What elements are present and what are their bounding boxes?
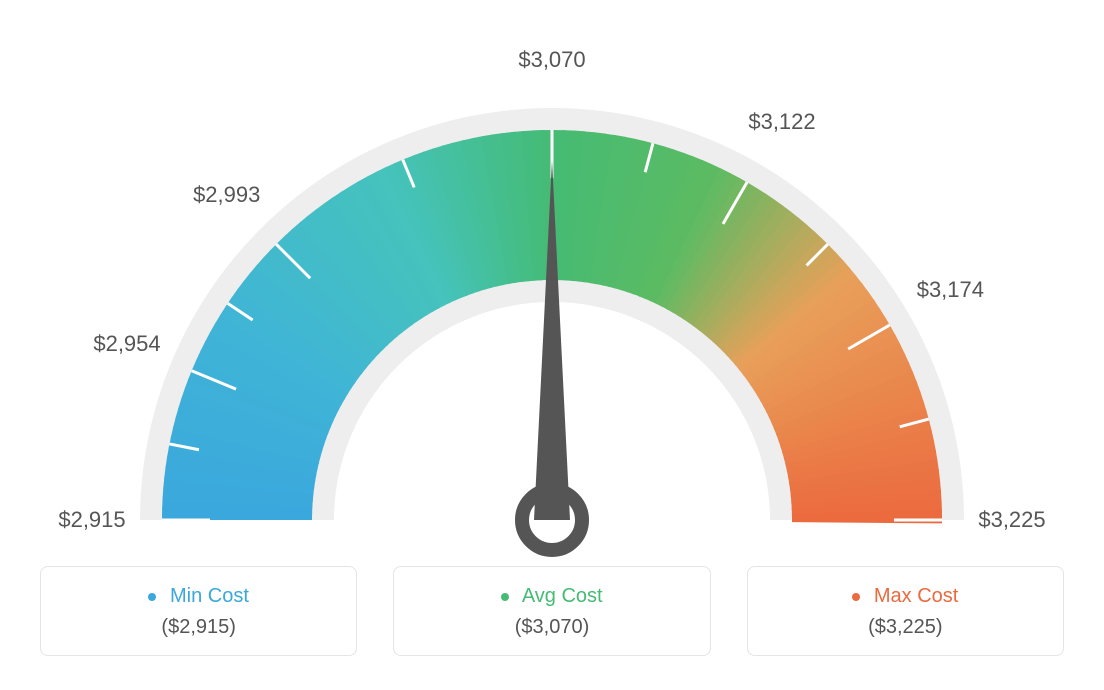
legend-title-max: Max Cost: [748, 585, 1063, 608]
legend-title-text: Min Cost: [170, 585, 249, 607]
legend-value-max: ($3,225): [748, 616, 1063, 639]
legend-title-avg: Avg Cost: [394, 585, 709, 608]
gauge-tick-label: $3,122: [748, 109, 815, 135]
dot-icon: [148, 593, 156, 601]
gauge-tick-label: $3,225: [978, 507, 1045, 533]
gauge-chart: $2,915 $2,954 $2,993 $3,070 $3,122 $3,174 $3,2…: [0, 0, 1104, 560]
legend-title-text: Max Cost: [874, 585, 958, 607]
gauge-tick-label: $3,174: [917, 277, 984, 303]
dot-icon: [501, 593, 509, 601]
legend-value-min: ($2,915): [41, 616, 356, 639]
dot-icon: [852, 593, 860, 601]
gauge-tick-label: $2,954: [93, 331, 160, 357]
gauge-tick-label: $2,993: [193, 182, 260, 208]
legend-title-text: Avg Cost: [522, 585, 603, 607]
gauge-tick-label: $3,070: [518, 47, 585, 73]
gauge-tick-label: $2,915: [58, 507, 125, 533]
legend-value-avg: ($3,070): [394, 616, 709, 639]
legend-title-min: Min Cost: [41, 585, 356, 608]
